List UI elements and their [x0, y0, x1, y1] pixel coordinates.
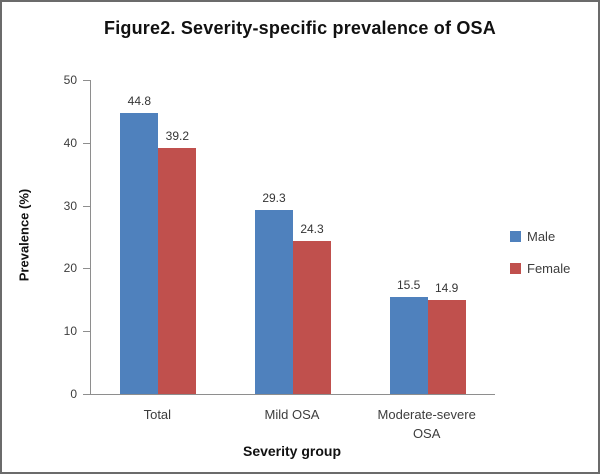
legend-swatch-female — [510, 263, 521, 274]
legend-item-male: Male — [510, 229, 570, 244]
bar-value-label: 44.8 — [127, 93, 152, 108]
bar-group: 44.8 39.2 — [91, 80, 226, 394]
y-tick-label: 30 — [63, 198, 77, 213]
bar-value-label: 14.9 — [434, 281, 459, 296]
plot-area: 44.8 39.2 29.3 24.3 15.5 14.9 0 10 20 30 40 50 — [64, 73, 495, 401]
bar-value-label: 24.3 — [300, 222, 324, 237]
bar-female: 24.3 — [293, 222, 331, 394]
bar-female: 39.2 — [158, 129, 197, 394]
bar-male: 44.8 — [120, 94, 159, 394]
y-tick-label: 10 — [63, 324, 77, 339]
chart-title: Figure2. Severity-specific prevalence of… — [104, 18, 496, 38]
bar-value-label: 15.5 — [396, 277, 421, 292]
y-tick-mark — [83, 80, 91, 81]
x-category-label: Mild OSA — [264, 407, 320, 422]
y-tick-mark — [83, 268, 91, 270]
x-category-label: Total — [143, 407, 172, 422]
y-tick-label: 0 — [70, 387, 77, 401]
legend-label: Male — [527, 229, 556, 244]
y-tick-mark — [83, 142, 91, 144]
bar-value-label: 39.2 — [165, 128, 190, 143]
y-tick-mark — [83, 331, 91, 333]
bar-group: 15.5 14.9 — [360, 80, 495, 394]
legend-item-female: Female — [510, 261, 570, 276]
bar-male: 29.3 — [255, 191, 293, 394]
y-tick-label: 20 — [63, 261, 77, 276]
y-tick-mark — [83, 205, 91, 207]
y-tick-mark — [83, 394, 91, 395]
x-axis-title: Severity group — [242, 443, 342, 459]
bar-groups: 44.8 39.2 29.3 24.3 15.5 14.9 — [91, 80, 495, 394]
legend-swatch-male — [510, 231, 521, 242]
bar-female: 14.9 — [427, 281, 466, 394]
bar-value-label: 29.3 — [262, 191, 286, 205]
x-category-label: Moderate-severe OSA — [377, 407, 476, 441]
bar-group: 29.3 24.3 — [226, 80, 361, 394]
legend: Male Female — [510, 229, 570, 276]
y-tick-label: 50 — [63, 73, 77, 87]
legend-label: Female — [527, 261, 571, 276]
y-tick-label: 40 — [63, 135, 77, 150]
y-axis-title: Prevalence (%) — [16, 188, 32, 282]
bar-male: 15.5 — [389, 278, 428, 394]
x-axis-category-labels: Total Mild OSA Moderate-severe OSA — [90, 406, 494, 444]
